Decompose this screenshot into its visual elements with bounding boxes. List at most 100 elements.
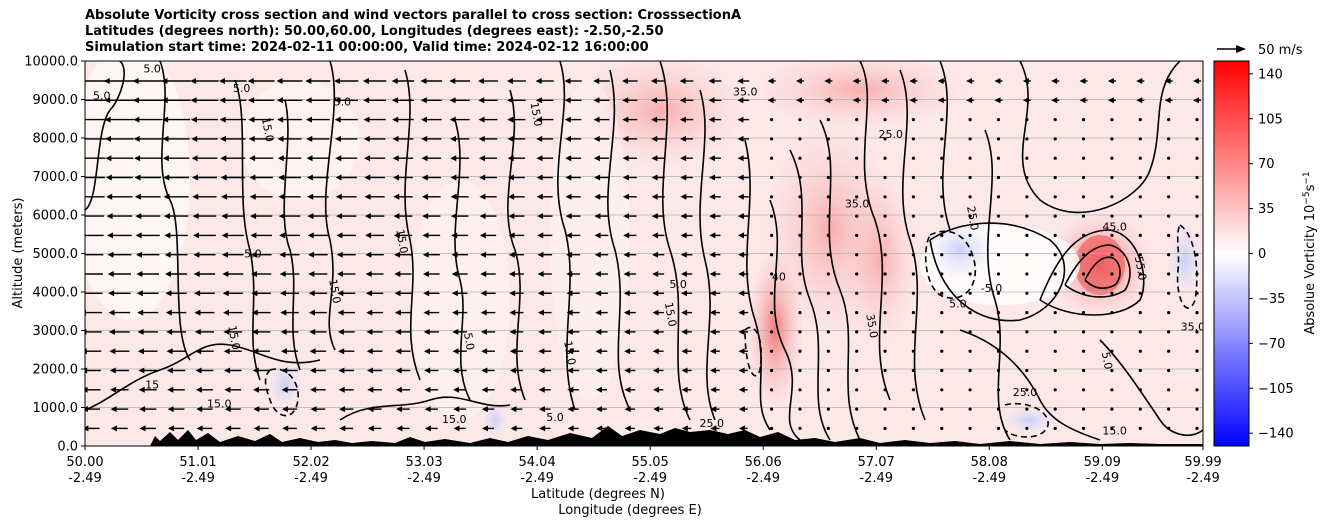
wind-vector <box>220 174 245 181</box>
wind-vector <box>281 367 298 374</box>
wind-vector-dot <box>1138 175 1142 180</box>
wind-vector <box>451 271 468 277</box>
wind-vector <box>190 78 219 84</box>
wind-vector-dot <box>1138 117 1142 122</box>
y-axis-label: Altitude (meters) <box>11 198 26 309</box>
wind-vector-dot <box>1053 117 1057 122</box>
wind-vector-dot <box>996 291 1001 295</box>
wind-vector <box>421 116 442 123</box>
wind-vector-dot <box>911 349 916 353</box>
wind-vector <box>481 386 495 393</box>
x-tick-label-lon: -2.49 <box>1186 471 1220 486</box>
wind-vector-dot <box>996 388 1001 392</box>
wind-vector <box>653 386 664 393</box>
wind-vector <box>709 348 720 355</box>
wind-vector <box>191 135 218 142</box>
colorbar-tick-label: 70 <box>1258 157 1275 172</box>
wind-vector <box>364 193 385 200</box>
wind-vector <box>163 174 189 181</box>
x-tick-label-lat: 50.00 <box>66 455 103 470</box>
wind-vector <box>309 348 327 355</box>
wind-vector-dot <box>883 311 887 315</box>
wind-vector-dot <box>798 291 802 295</box>
wind-vector <box>338 386 354 393</box>
wind-vector-dot <box>1195 175 1199 180</box>
colorbar-tick-label: 140 <box>1258 67 1283 82</box>
wind-vector <box>337 290 356 297</box>
colorbar <box>1213 60 1250 447</box>
wind-vector <box>1107 78 1116 84</box>
wind-vector-dot <box>770 272 774 276</box>
wind-vector-dot <box>911 272 916 276</box>
wind-vector <box>481 348 495 355</box>
contour-label: 5.0 <box>546 411 564 424</box>
wind-vector-dot <box>1167 426 1171 430</box>
wind-vector <box>252 328 271 335</box>
wind-vector <box>281 406 298 413</box>
y-tick-label: 3000.0 <box>33 324 79 339</box>
x-tick-label-lon: -2.49 <box>407 471 441 486</box>
wind-vector <box>480 290 496 297</box>
quiver-key: 50 m/s <box>1217 43 1303 58</box>
wind-vector-dot <box>968 330 972 334</box>
wind-vector <box>538 367 551 374</box>
wind-vector-dot <box>883 214 887 218</box>
y-tick-label: 2000.0 <box>33 363 79 378</box>
wind-vector <box>622 135 638 142</box>
x-tick-label-lon: -2.49 <box>859 471 893 486</box>
wind-vector <box>394 309 412 316</box>
wind-vector-dot <box>798 311 802 315</box>
wind-vector <box>595 309 608 316</box>
wind-vector-dot <box>855 291 859 295</box>
wind-vector <box>85 99 107 102</box>
wind-vector-dot <box>968 195 972 199</box>
wind-vector-dot <box>940 272 944 276</box>
wind-vector-dot <box>1195 407 1199 411</box>
wind-vector <box>652 348 664 355</box>
wind-vector-dot <box>1081 117 1086 122</box>
wind-vector <box>396 425 410 432</box>
wind-vector-dot <box>826 272 830 276</box>
wind-vector-dot <box>1138 214 1142 218</box>
wind-vector-dot <box>1053 233 1057 237</box>
wind-vector-dot <box>940 368 944 373</box>
wind-vector-dot <box>798 272 802 276</box>
wind-vector-dot <box>1110 426 1114 430</box>
wind-vector-dot <box>1053 156 1057 160</box>
wind-vector-dot <box>855 272 859 276</box>
wind-vector <box>709 251 721 258</box>
wind-vector <box>395 328 411 335</box>
wind-vector-dot <box>968 175 972 180</box>
wind-vector-dot <box>996 117 1001 122</box>
wind-vector <box>85 234 104 237</box>
wind-vector <box>623 290 636 297</box>
wind-vector <box>248 97 275 104</box>
wind-vector-dot <box>1025 137 1029 141</box>
wind-vector-dot <box>1081 156 1086 160</box>
wind-vector <box>339 425 354 432</box>
wind-vector-dot <box>1025 175 1029 180</box>
wind-vector-dot <box>1053 368 1057 373</box>
wind-vector <box>334 97 359 104</box>
wind-vector <box>110 386 129 393</box>
wind-vector <box>624 367 636 374</box>
wind-vector <box>107 251 132 258</box>
wind-vector-dot <box>1167 330 1171 334</box>
wind-vector <box>596 406 607 413</box>
wind-vector <box>451 232 469 239</box>
x-tick-label-lat: 55.05 <box>632 455 669 470</box>
wind-vector <box>422 271 440 277</box>
wind-vector <box>139 406 157 413</box>
wind-vector <box>365 251 384 258</box>
wind-vectors <box>85 78 1202 432</box>
wind-vector <box>737 174 749 181</box>
wind-vector <box>393 232 413 239</box>
wind-vector <box>452 328 468 335</box>
wind-vector <box>394 271 412 277</box>
wind-vector-dot <box>883 349 887 353</box>
wind-vector-dot <box>770 214 774 218</box>
wind-vector <box>478 135 498 142</box>
wind-vector <box>737 193 749 200</box>
wind-vector <box>365 290 384 297</box>
